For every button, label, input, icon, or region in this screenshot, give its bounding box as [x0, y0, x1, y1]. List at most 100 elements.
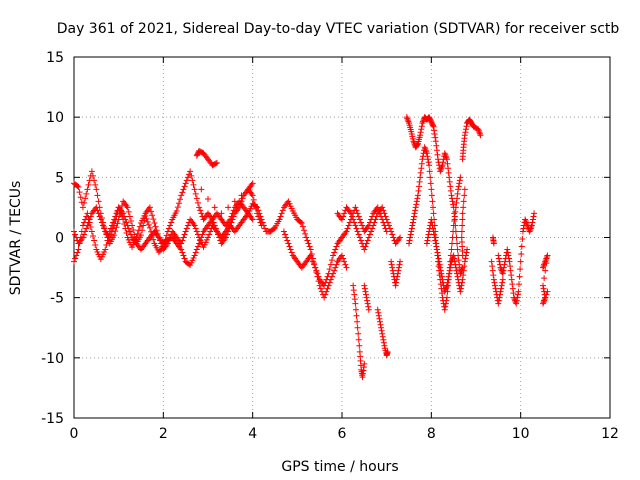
data-point — [340, 213, 347, 220]
data-point — [461, 192, 468, 199]
data-point — [447, 183, 454, 190]
data-point — [448, 240, 455, 247]
data-point — [253, 205, 260, 212]
x-axis-label: GPS time / hours — [281, 459, 398, 475]
data-point — [107, 231, 114, 238]
data-point — [529, 219, 536, 226]
data-point — [258, 222, 265, 229]
data-point — [108, 228, 115, 235]
series-track-f — [334, 204, 404, 253]
data-point — [256, 216, 263, 223]
data-point — [496, 258, 503, 265]
data-point — [450, 201, 457, 208]
data-point — [326, 266, 333, 273]
data-point — [88, 168, 95, 175]
data-point — [284, 237, 291, 244]
data-point — [331, 267, 338, 274]
data-point — [424, 237, 431, 244]
data-point — [239, 195, 246, 202]
data-point — [433, 246, 440, 253]
data-point — [286, 243, 293, 250]
data-point — [282, 231, 289, 238]
data-point — [434, 151, 441, 158]
data-point — [411, 213, 418, 220]
data-point — [450, 222, 457, 229]
data-point — [183, 177, 190, 184]
data-point — [175, 200, 182, 207]
data-point — [151, 220, 158, 227]
data-point — [444, 160, 451, 167]
data-point — [515, 281, 522, 288]
data-point — [304, 237, 311, 244]
data-point — [182, 228, 189, 235]
data-point — [436, 261, 443, 268]
data-point — [93, 204, 100, 211]
data-point — [395, 267, 402, 274]
data-point — [463, 123, 470, 130]
data-point — [98, 219, 105, 226]
data-point — [519, 236, 526, 243]
data-point — [500, 264, 507, 271]
data-point — [76, 189, 83, 196]
data-point — [430, 122, 437, 129]
data-point — [352, 204, 359, 211]
data-point — [433, 142, 440, 149]
data-point — [459, 276, 466, 283]
data-point — [325, 270, 332, 277]
data-point — [544, 252, 551, 259]
data-point — [456, 177, 463, 184]
data-point — [111, 232, 118, 239]
data-point — [376, 315, 383, 322]
data-point — [363, 294, 370, 301]
data-point — [355, 330, 362, 337]
data-point — [415, 187, 422, 194]
data-point — [490, 276, 497, 283]
data-point — [249, 180, 256, 187]
data-point — [123, 219, 130, 226]
data-point — [509, 285, 516, 292]
data-point — [115, 216, 122, 223]
x-tick-label: 12 — [601, 426, 619, 442]
data-point — [414, 141, 421, 148]
data-point — [418, 160, 425, 167]
data-point — [181, 231, 188, 238]
data-point — [433, 147, 440, 154]
data-point — [434, 249, 441, 256]
data-point — [444, 279, 451, 286]
data-point — [428, 216, 435, 223]
data-point — [428, 219, 435, 226]
data-point — [490, 272, 497, 279]
data-point — [388, 258, 395, 265]
data-point — [350, 287, 357, 294]
data-point — [257, 219, 264, 226]
data-point — [463, 249, 470, 256]
data-point — [123, 229, 130, 236]
data-point — [500, 267, 507, 274]
data-point — [194, 199, 201, 206]
data-point — [205, 234, 211, 241]
data-point — [491, 282, 498, 289]
data-point — [384, 219, 391, 226]
data-point — [307, 252, 314, 259]
data-point — [355, 213, 362, 220]
data-point — [207, 228, 214, 235]
data-point — [126, 213, 133, 220]
data-point — [179, 237, 186, 244]
data-point — [454, 270, 461, 277]
data-point — [322, 291, 329, 298]
data-point — [361, 360, 368, 367]
data-point — [452, 261, 459, 268]
data-point — [106, 234, 113, 241]
data-point — [425, 159, 432, 166]
data-point — [408, 225, 415, 232]
data-point — [230, 207, 237, 214]
data-point — [342, 261, 349, 268]
data-point — [464, 246, 471, 253]
data-point — [198, 210, 205, 217]
data-point — [455, 186, 462, 193]
data-point — [353, 312, 360, 319]
data-point — [498, 282, 505, 289]
data-point — [461, 263, 468, 270]
data-point — [418, 123, 425, 130]
data-point — [430, 225, 437, 232]
